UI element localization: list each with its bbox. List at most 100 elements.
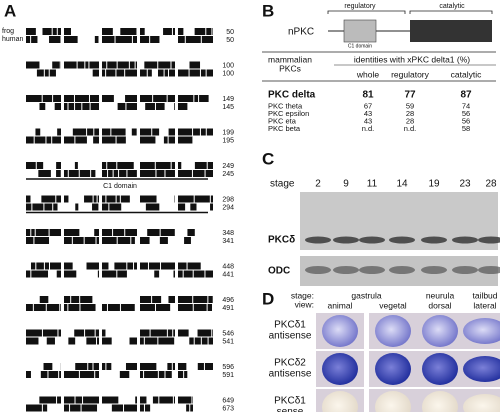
residue-block bbox=[38, 170, 51, 177]
residue-block bbox=[159, 396, 173, 404]
residue-block bbox=[184, 371, 188, 378]
residue-block bbox=[129, 61, 135, 69]
residue-block bbox=[102, 396, 119, 404]
panel-label: C bbox=[262, 149, 274, 168]
c1-box bbox=[343, 19, 377, 43]
residue-block bbox=[42, 404, 48, 412]
residue-block bbox=[190, 404, 193, 412]
residue-block bbox=[140, 95, 153, 102]
embryo bbox=[422, 353, 458, 385]
row-number: 294 bbox=[222, 204, 234, 211]
residue-block bbox=[127, 262, 134, 270]
table-cell: 59 bbox=[406, 101, 414, 110]
residue-block bbox=[190, 203, 197, 211]
residue-block bbox=[74, 162, 78, 169]
table-cell: 28 bbox=[406, 109, 414, 118]
residue-block bbox=[116, 69, 125, 77]
residue-block bbox=[46, 136, 52, 144]
band bbox=[421, 266, 447, 274]
view-name: vegetal bbox=[379, 300, 407, 310]
residue-block bbox=[36, 262, 44, 270]
table-header: PKCs bbox=[279, 63, 301, 73]
residue-block bbox=[33, 304, 46, 311]
residue-block bbox=[84, 237, 96, 244]
residue-block bbox=[49, 229, 61, 236]
row-number: 491 bbox=[222, 305, 234, 312]
residue-block bbox=[52, 28, 57, 35]
residue-block bbox=[26, 136, 34, 144]
residue-block bbox=[102, 237, 117, 244]
residue-block bbox=[117, 162, 134, 169]
residue-block bbox=[96, 237, 99, 244]
residue-block bbox=[160, 229, 175, 236]
residue-block bbox=[144, 337, 158, 345]
residue-block bbox=[145, 103, 155, 110]
band bbox=[452, 236, 478, 244]
row-number: 341 bbox=[222, 238, 234, 245]
residue-block bbox=[35, 128, 41, 136]
residue-block bbox=[173, 396, 175, 404]
residue-block bbox=[125, 69, 137, 77]
embryo bbox=[422, 315, 458, 347]
row-number: 541 bbox=[222, 338, 234, 345]
residue-block bbox=[193, 304, 207, 311]
residue-block bbox=[150, 329, 167, 337]
residue-block bbox=[178, 69, 189, 77]
residue-block bbox=[207, 304, 213, 311]
view-label: view: bbox=[295, 299, 314, 309]
residue-block bbox=[53, 203, 58, 211]
residue-block bbox=[26, 229, 31, 236]
residue-block bbox=[68, 103, 75, 110]
residue-block bbox=[152, 396, 159, 404]
residue-block bbox=[80, 304, 96, 311]
table-cell: PKC theta bbox=[268, 101, 303, 110]
residue-block bbox=[77, 61, 85, 69]
table-cell: n.d. bbox=[404, 124, 417, 133]
residue-block bbox=[32, 203, 44, 211]
residue-block bbox=[210, 195, 213, 203]
residue-block bbox=[212, 329, 213, 337]
residue-block bbox=[31, 270, 49, 278]
residue-block bbox=[155, 304, 171, 311]
residue-block bbox=[169, 69, 175, 77]
residue-block bbox=[82, 103, 90, 110]
table-cell: 28 bbox=[406, 116, 414, 125]
residue-block bbox=[86, 337, 97, 345]
protein-label: nPKC bbox=[288, 27, 314, 38]
residue-block bbox=[194, 195, 210, 203]
residue-block bbox=[147, 229, 160, 236]
residue-block bbox=[79, 371, 95, 378]
row-number: 673 bbox=[222, 405, 234, 412]
row-number: 649 bbox=[222, 397, 234, 404]
residue-block bbox=[94, 36, 99, 43]
residue-block bbox=[212, 28, 213, 35]
residue-block bbox=[144, 371, 158, 378]
residue-block bbox=[127, 170, 137, 177]
residue-block bbox=[145, 203, 160, 211]
embryo bbox=[463, 318, 500, 344]
residue-block bbox=[178, 262, 187, 270]
residue-block bbox=[44, 203, 53, 211]
residue-block bbox=[167, 95, 175, 102]
residue-block bbox=[144, 61, 158, 69]
residue-block bbox=[204, 363, 213, 370]
residue-block bbox=[178, 162, 182, 169]
residue-block bbox=[107, 162, 117, 169]
table-cell: 77 bbox=[404, 90, 416, 101]
residue-block bbox=[167, 329, 173, 337]
residue-block bbox=[95, 329, 99, 337]
band bbox=[478, 236, 500, 244]
residue-block bbox=[155, 162, 171, 169]
embryo bbox=[375, 315, 411, 347]
table-cell: 43 bbox=[364, 116, 372, 125]
residue-block bbox=[140, 237, 150, 244]
residue-block bbox=[194, 28, 206, 35]
residue-block bbox=[140, 337, 144, 345]
embryo bbox=[422, 391, 458, 412]
residue-block bbox=[54, 103, 61, 110]
residue-block bbox=[178, 296, 193, 303]
table-cell: PKC beta bbox=[268, 124, 301, 133]
residue-block bbox=[93, 136, 99, 144]
residue-block bbox=[207, 162, 213, 169]
